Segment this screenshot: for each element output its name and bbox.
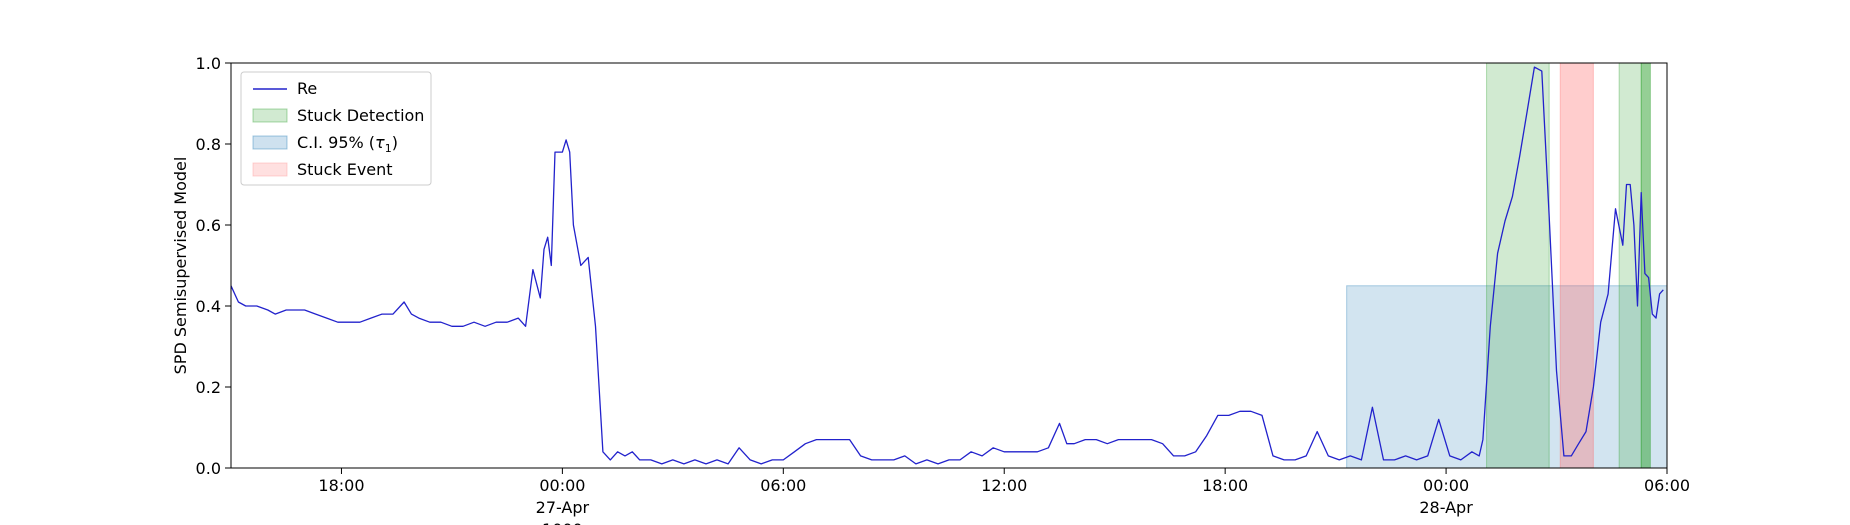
y-tick-label: 0.6 bbox=[196, 216, 221, 235]
series-lines bbox=[230, 66, 1664, 465]
legend-label-re: Re bbox=[297, 79, 317, 98]
span-stuck-event-2 bbox=[1559, 62, 1594, 469]
legend-swatch-c-i-95 bbox=[252, 135, 288, 150]
shaded-spans bbox=[1346, 62, 1668, 469]
x-tick-date-label: 27-Apr bbox=[536, 498, 590, 517]
axes-frame bbox=[230, 62, 1668, 469]
x-axis-ticks: 18:00 00:00 27-Apr 1000 06:00 12:00 18:00 00:00… bbox=[318, 468, 1690, 525]
span-ci-0 bbox=[1346, 285, 1668, 469]
y-tick-label: 1.0 bbox=[196, 54, 221, 73]
x-tick-date-label: 28-Apr bbox=[1419, 498, 1473, 517]
y-tick-label: 0.8 bbox=[196, 135, 221, 154]
y-tick-label: 0.2 bbox=[196, 378, 221, 397]
y-axis-label: SPD Semisupervised Model bbox=[171, 157, 190, 375]
y-tick-label: 0.4 bbox=[196, 297, 221, 316]
x-tick-year-label: 1000 bbox=[542, 520, 583, 525]
span-stuck-detection-4 bbox=[1640, 62, 1651, 469]
legend: Re Stuck Detection C.I. 95% (τ1) Stuck Even… bbox=[240, 71, 432, 186]
legend-swatch-stuck-detection bbox=[252, 108, 288, 123]
x-tick-label: 06:00 bbox=[760, 476, 806, 495]
series-line-re bbox=[230, 66, 1664, 465]
x-tick-label: 12:00 bbox=[981, 476, 1027, 495]
y-tick-label: 0.0 bbox=[196, 459, 221, 478]
x-tick-label: 00:00 bbox=[1423, 476, 1469, 495]
legend-label-stuck-detection: Stuck Detection bbox=[297, 106, 424, 125]
legend-swatch-stuck-event bbox=[252, 162, 288, 177]
y-axis-ticks: 0.0 0.2 0.4 0.6 0.8 1.0 bbox=[196, 54, 231, 478]
legend-label-c-i-95: C.I. 95% (τ1) bbox=[297, 133, 398, 155]
span-stuck-detection-3 bbox=[1618, 62, 1642, 469]
x-tick-label: 06:00 bbox=[1644, 476, 1690, 495]
legend-label-stuck-event: Stuck Event bbox=[297, 160, 393, 179]
x-tick-label: 18:00 bbox=[1202, 476, 1248, 495]
x-tick-label: 18:00 bbox=[318, 476, 364, 495]
x-tick-label: 00:00 bbox=[539, 476, 585, 495]
legend-box bbox=[240, 71, 432, 186]
